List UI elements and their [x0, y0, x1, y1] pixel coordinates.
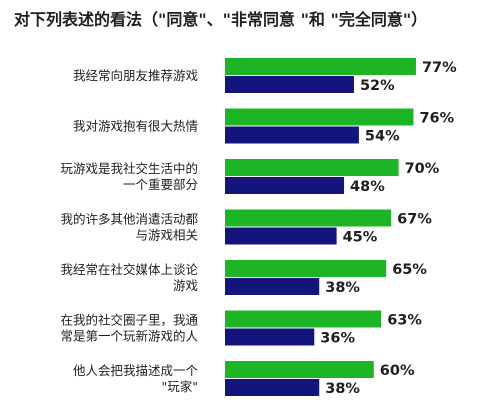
bar-green [225, 58, 416, 75]
category-label: 我对游戏抱有很大热情 [73, 119, 198, 134]
bar-group: 76% 54% 我对游戏抱有很大热情 [73, 108, 455, 145]
bar-green [225, 310, 382, 328]
category-label: 我的许多其他消遣活动都与游戏相关 [60, 212, 198, 243]
data-label: 76% [419, 111, 454, 127]
bar-green [225, 361, 374, 378]
category-label: 玩游戏是我社交生活中的一个重要部分 [60, 161, 198, 192]
bar-group: 70% 48% 玩游戏是我社交生活中的一个重要部分 [60, 159, 440, 195]
bar-group: 60% 38% 他人会把我描述成一个"玩家" [73, 361, 415, 397]
data-label: 38% [325, 280, 360, 296]
data-label: 70% [405, 161, 440, 177]
bar-blue [225, 227, 337, 245]
bar-blue [225, 126, 359, 144]
data-label: 54% [365, 129, 400, 145]
bar-green [225, 260, 387, 277]
category-label-line: 一个重要部分 [123, 177, 198, 192]
data-label: 52% [360, 78, 395, 94]
bar-group: 63% 36% 在我的社交圈子里，我通常是第一个玩新游戏的人 [60, 310, 422, 347]
category-label-line: 常是第一个玩新游戏的人 [60, 329, 198, 344]
data-label: 60% [380, 363, 415, 379]
data-label: 48% [350, 179, 385, 195]
data-label: 63% [387, 313, 422, 329]
category-label-line: 我对游戏抱有很大热情 [73, 119, 198, 134]
data-label: 67% [397, 212, 432, 228]
bar-group: 77% 52% 我经常向朋友推荐游戏 [73, 58, 457, 94]
bar-blue [225, 328, 315, 346]
bar-blue [225, 76, 354, 93]
bar-green [225, 209, 392, 227]
data-label: 38% [325, 381, 360, 397]
category-label-line: "玩家" [162, 379, 199, 394]
bar-blue [225, 278, 320, 295]
category-label-line: 游戏 [173, 278, 198, 293]
category-label-line: 我的许多其他消遣活动都 [60, 212, 198, 227]
bar-group: 67% 45% 我的许多其他消遣活动都与游戏相关 [60, 209, 432, 246]
category-label-line: 在我的社交圈子里，我通 [60, 313, 198, 328]
bar-blue [225, 177, 345, 194]
category-label-line: 玩游戏是我社交生活中的 [60, 161, 198, 176]
bar-blue [225, 379, 320, 396]
chart-title: 对下列表述的看法（"同意"、"非常同意 "和 "完全同意"） [14, 10, 428, 29]
data-label: 65% [392, 262, 427, 278]
category-label: 我经常向朋友推荐游戏 [73, 68, 198, 83]
bar-group: 65% 38% 我经常在社交媒体上谈论游戏 [60, 260, 427, 296]
category-label: 在我的社交圈子里，我通常是第一个玩新游戏的人 [60, 313, 198, 344]
category-label-line: 我经常在社交媒体上谈论 [60, 262, 198, 277]
category-label: 我经常在社交媒体上谈论游戏 [60, 262, 198, 293]
bar-green [225, 108, 414, 126]
data-label: 36% [320, 331, 355, 347]
bar-green [225, 159, 399, 176]
category-label: 他人会把我描述成一个"玩家" [73, 363, 199, 394]
data-label: 77% [422, 60, 457, 76]
data-label: 45% [343, 230, 378, 246]
category-label-line: 他人会把我描述成一个 [73, 363, 199, 378]
category-label-line: 与游戏相关 [135, 228, 198, 243]
category-label-line: 我经常向朋友推荐游戏 [73, 68, 198, 83]
